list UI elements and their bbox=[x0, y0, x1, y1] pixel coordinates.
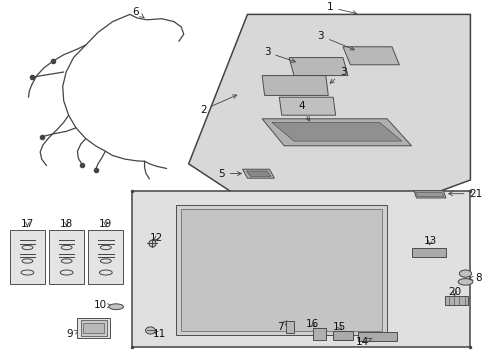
Polygon shape bbox=[262, 119, 412, 146]
Text: 18: 18 bbox=[60, 219, 74, 229]
Polygon shape bbox=[262, 76, 328, 95]
Text: 6: 6 bbox=[132, 6, 144, 18]
Text: 12: 12 bbox=[150, 233, 164, 243]
FancyBboxPatch shape bbox=[49, 230, 84, 284]
Text: 3: 3 bbox=[318, 31, 354, 50]
Text: 16: 16 bbox=[306, 319, 319, 329]
Polygon shape bbox=[83, 323, 104, 333]
Polygon shape bbox=[333, 331, 353, 340]
Text: 13: 13 bbox=[423, 236, 437, 246]
Polygon shape bbox=[289, 58, 348, 76]
Text: 14: 14 bbox=[356, 337, 372, 347]
Text: 3: 3 bbox=[330, 67, 346, 83]
Polygon shape bbox=[414, 191, 446, 198]
Text: 21: 21 bbox=[449, 189, 483, 199]
Polygon shape bbox=[243, 169, 274, 178]
Polygon shape bbox=[246, 171, 271, 176]
Polygon shape bbox=[181, 209, 382, 331]
Text: 2: 2 bbox=[200, 95, 237, 115]
FancyBboxPatch shape bbox=[10, 230, 45, 284]
Polygon shape bbox=[81, 320, 107, 336]
Polygon shape bbox=[313, 328, 326, 340]
Polygon shape bbox=[279, 97, 336, 115]
Polygon shape bbox=[416, 193, 444, 197]
Polygon shape bbox=[358, 332, 397, 341]
Text: 19: 19 bbox=[99, 219, 113, 229]
Text: 5: 5 bbox=[218, 168, 241, 179]
Ellipse shape bbox=[460, 270, 471, 277]
Text: 17: 17 bbox=[21, 219, 34, 229]
Polygon shape bbox=[132, 191, 470, 347]
Polygon shape bbox=[77, 318, 110, 338]
Text: 3: 3 bbox=[264, 47, 295, 62]
Ellipse shape bbox=[109, 304, 123, 310]
Polygon shape bbox=[343, 47, 399, 65]
Polygon shape bbox=[272, 122, 402, 141]
Text: 7: 7 bbox=[277, 321, 287, 332]
Ellipse shape bbox=[458, 279, 473, 285]
Polygon shape bbox=[189, 14, 470, 211]
Text: 20: 20 bbox=[448, 287, 461, 297]
Text: 15: 15 bbox=[333, 322, 346, 332]
Text: 10: 10 bbox=[94, 300, 112, 310]
Text: 1: 1 bbox=[326, 2, 357, 14]
Text: 11: 11 bbox=[152, 329, 166, 339]
Polygon shape bbox=[176, 205, 387, 335]
Text: 8: 8 bbox=[469, 273, 482, 283]
Text: 9: 9 bbox=[66, 329, 78, 339]
Ellipse shape bbox=[146, 327, 155, 334]
Text: 4: 4 bbox=[298, 101, 309, 121]
Polygon shape bbox=[445, 296, 468, 305]
Polygon shape bbox=[412, 248, 446, 257]
Polygon shape bbox=[286, 321, 294, 333]
FancyBboxPatch shape bbox=[88, 230, 123, 284]
